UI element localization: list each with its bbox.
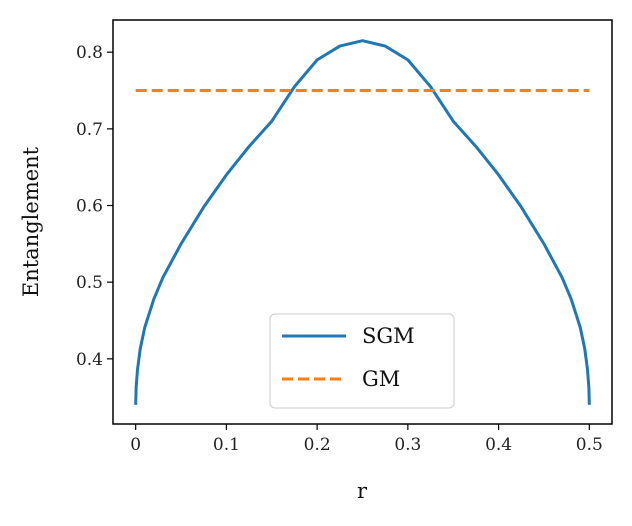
series-layer: [134, 39, 591, 405]
y-tick-label: 0.7: [76, 120, 103, 140]
x-tick-label: 0.1: [213, 435, 240, 455]
x-tick-label: 0.5: [576, 435, 603, 455]
legend: SGM GM: [269, 313, 455, 409]
y-axis-ticks: 0.4 0.5 0.6 0.7 0.8: [76, 43, 113, 370]
plot-frame: [112, 19, 613, 425]
x-axis-label: r: [357, 479, 368, 503]
legend-label-gm: GM: [362, 367, 400, 391]
y-tick-label: 0.6: [76, 197, 103, 217]
x-tick-label: 0.2: [304, 435, 331, 455]
x-axis-ticks: 0 0.1 0.2 0.3 0.4 0.5: [130, 424, 603, 455]
x-tick-label: 0.3: [394, 435, 421, 455]
y-tick-label: 0.8: [76, 43, 103, 63]
x-tick-label: 0: [130, 435, 141, 455]
legend-label-sgm: SGM: [362, 324, 415, 348]
y-tick-label: 0.4: [76, 350, 103, 370]
series-line-sgm: [134, 39, 591, 405]
x-tick-label: 0.4: [485, 435, 512, 455]
y-axis-label: Entanglement: [19, 146, 43, 297]
y-tick-label: 0.5: [76, 273, 103, 293]
